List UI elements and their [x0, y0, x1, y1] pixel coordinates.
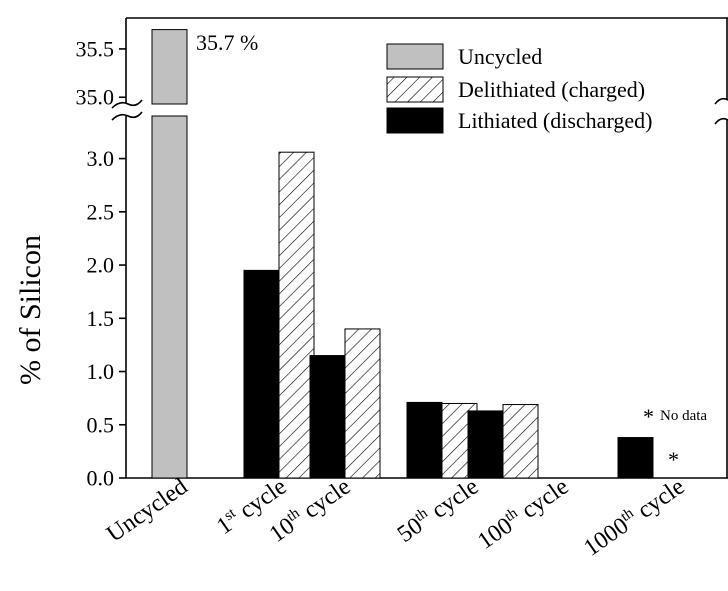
- bar-1st-delithiated: [278, 151, 315, 479]
- bars: [151, 29, 654, 479]
- legend-swatch-lithiated: [386, 107, 444, 134]
- y-tick-label-upper-35.5: 35.5: [76, 36, 115, 61]
- bar-1st-lithiated: [243, 269, 280, 479]
- bar-uncycled-lower: [151, 115, 188, 479]
- x-label-1000th: 1000th cycle: [579, 473, 690, 562]
- y-tick-label-lower-2.0: 2.0: [87, 253, 115, 278]
- y-tick-label-lower-3.0: 3.0: [87, 146, 115, 171]
- bar-uncycled-upper: [151, 29, 188, 105]
- no-data-label: No data: [660, 408, 707, 424]
- x-label-uncycled: Uncycled: [102, 474, 192, 548]
- y-axis-label: % of Silicon: [14, 235, 47, 385]
- legend-label-uncycled: Uncycled: [458, 44, 542, 69]
- y-tick-label-upper-35.0: 35.0: [76, 85, 115, 110]
- bar-1000th-lithiated: [617, 437, 654, 479]
- y-tick-label-lower-1.5: 1.5: [87, 306, 115, 331]
- axis-break-left: [111, 99, 143, 121]
- bar-10th-delithiated: [344, 328, 381, 479]
- legend-swatch-delithiated: [386, 76, 444, 103]
- no-data-annotation: * No data *: [643, 404, 707, 472]
- bar-50th-lithiated: [406, 401, 443, 479]
- no-data-marker-1000th-delithiated: *: [668, 447, 679, 472]
- x-label-50th: 50th cycle: [392, 473, 483, 548]
- bar-100th-delithiated: [502, 404, 539, 479]
- legend-label-lithiated: Lithiated (discharged): [458, 108, 652, 133]
- y-tick-label-lower-1.0: 1.0: [87, 359, 115, 384]
- bar-100th-lithiated: [467, 410, 504, 479]
- y-tick-label-lower-0.5: 0.5: [87, 412, 115, 437]
- bar-10th-lithiated: [309, 355, 346, 479]
- y-tick-label-lower-0.0: 0.0: [87, 466, 115, 491]
- uncycled-value-annotation: 35.7 %: [196, 30, 258, 55]
- y-tick-label-lower-2.5: 2.5: [87, 199, 115, 224]
- x-label-100th: 100th cycle: [473, 473, 574, 555]
- legend-label-delithiated: Delithiated (charged): [458, 77, 645, 102]
- legend: Uncycled Delithiated (charged) Lithiated (…: [386, 43, 652, 134]
- legend-swatch-uncycled: [386, 43, 444, 70]
- y-axis-ticks: 0.0 0.5 1.0 1.5 2.0 2.5 3.0 35.0 35.5: [76, 36, 126, 491]
- axis-break-right: [714, 97, 728, 125]
- no-data-legend-star: *: [643, 404, 654, 429]
